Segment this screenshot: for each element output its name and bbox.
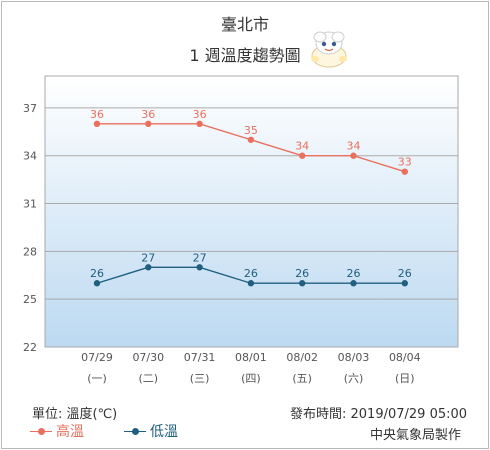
data-label-high: 34 bbox=[295, 140, 309, 153]
data-label-high: 36 bbox=[193, 108, 207, 121]
plot-area bbox=[44, 75, 459, 348]
x-weekday-label: (四) bbox=[241, 372, 261, 385]
legend-swatch-low bbox=[124, 424, 146, 438]
series-layer: 36 36 36 35 34 34 33 26 27 27 26 26 26 26 bbox=[90, 108, 412, 287]
x-tick-label: 07/30 bbox=[132, 351, 164, 364]
data-label-low: 26 bbox=[90, 267, 104, 280]
gridlines bbox=[45, 107, 458, 300]
y-tick-label: 22 bbox=[23, 341, 37, 354]
x-tick-label: 08/04 bbox=[389, 351, 421, 364]
legend-label-high: 高溫 bbox=[56, 424, 84, 440]
legend-item-high: 高溫 bbox=[30, 422, 84, 440]
data-label-high: 36 bbox=[141, 108, 155, 121]
unit-label: 單位: 溫度(℃) bbox=[32, 407, 118, 422]
chart-subtitle: 1 週溫度趨勢圖 bbox=[189, 46, 301, 65]
data-point-low bbox=[299, 280, 306, 287]
data-label-low: 26 bbox=[347, 267, 361, 280]
series-low: 26 27 27 26 26 26 26 bbox=[90, 251, 412, 287]
x-tick-label: 07/31 bbox=[184, 351, 216, 364]
data-label-high: 36 bbox=[90, 108, 104, 121]
y-tick-label: 31 bbox=[23, 198, 37, 211]
data-point-high bbox=[401, 168, 408, 175]
data-point-high bbox=[350, 152, 357, 159]
legend-swatch-high bbox=[30, 424, 52, 438]
data-point-high bbox=[145, 120, 152, 128]
chart-title-city: 臺北市 bbox=[220, 15, 269, 34]
data-point-low bbox=[93, 280, 101, 287]
data-label-low: 27 bbox=[141, 251, 155, 264]
x-tick-label: 07/29 bbox=[81, 351, 113, 364]
data-label-high: 35 bbox=[244, 124, 258, 137]
maker-credit: 中央氣象局製作 bbox=[370, 428, 462, 443]
y-tick-label: 25 bbox=[23, 293, 37, 306]
y-tick-label: 28 bbox=[23, 245, 37, 258]
data-point-low bbox=[401, 280, 408, 287]
published-time: 發布時間: 2019/07/29 05:00 bbox=[290, 407, 468, 422]
x-weekday-label: (日) bbox=[395, 372, 415, 385]
data-point-low bbox=[350, 280, 357, 287]
legend-item-low: 低溫 bbox=[124, 422, 178, 440]
x-tick-label: 08/03 bbox=[338, 351, 370, 364]
data-label-low: 26 bbox=[398, 267, 412, 280]
x-tick-label: 08/02 bbox=[286, 351, 318, 364]
x-weekday-label: (三) bbox=[190, 372, 210, 385]
data-point-high bbox=[247, 136, 255, 143]
data-label-high: 33 bbox=[398, 156, 412, 169]
series-high: 36 36 36 35 34 34 33 bbox=[90, 108, 412, 175]
data-point-low bbox=[145, 264, 152, 271]
x-tick-label: 08/01 bbox=[235, 351, 267, 364]
y-tick-label: 37 bbox=[23, 102, 37, 115]
data-label-high: 34 bbox=[347, 140, 361, 153]
axes: 22 25 28 31 34 37 07/29 (一) 07/30 (二) 07/31 (三) 08/0… bbox=[23, 102, 421, 385]
data-point-low bbox=[247, 280, 255, 287]
x-weekday-label: (二) bbox=[139, 372, 159, 385]
y-tick-label: 34 bbox=[23, 150, 37, 163]
data-label-low: 27 bbox=[193, 251, 207, 264]
legend-label-low: 低溫 bbox=[150, 424, 178, 440]
data-label-low: 26 bbox=[244, 267, 258, 280]
x-weekday-label: (六) bbox=[344, 372, 364, 385]
data-point-low bbox=[196, 264, 203, 271]
x-weekday-label: (五) bbox=[292, 372, 312, 385]
data-label-low: 26 bbox=[295, 267, 309, 280]
data-point-high bbox=[196, 120, 203, 128]
x-weekday-label: (一) bbox=[87, 372, 107, 385]
data-point-high bbox=[93, 120, 101, 128]
mascot-icon bbox=[311, 31, 347, 68]
data-point-high bbox=[299, 152, 306, 159]
